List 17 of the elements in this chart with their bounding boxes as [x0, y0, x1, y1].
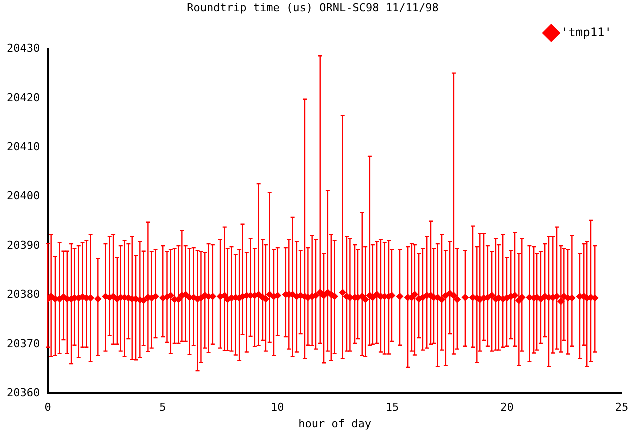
- y-tick-label: 20430: [6, 42, 40, 56]
- x-tick-label: 25: [615, 401, 629, 414]
- chart-title: Roundtrip time (us) ORNL-SC98 11/11/98: [187, 1, 439, 14]
- x-tick-label: 20: [500, 401, 514, 414]
- y-tick-label: 20400: [6, 190, 40, 203]
- y-tick-label: 20420: [6, 91, 40, 104]
- legend-label: 'tmp11': [561, 25, 612, 40]
- y-tick-label: 20380: [6, 288, 40, 302]
- y-tick-label: 20390: [6, 238, 40, 252]
- x-tick-label: 15: [386, 401, 400, 414]
- y-tick-label: 20360: [6, 386, 40, 400]
- x-tick-label: 5: [160, 401, 166, 414]
- y-tick-label: 20410: [6, 140, 40, 154]
- x-axis-title: hour of day: [298, 417, 372, 430]
- x-tick-label: 0: [44, 401, 52, 414]
- x-tick-label: 10: [271, 401, 284, 414]
- y-tick-label: 20370: [6, 337, 40, 350]
